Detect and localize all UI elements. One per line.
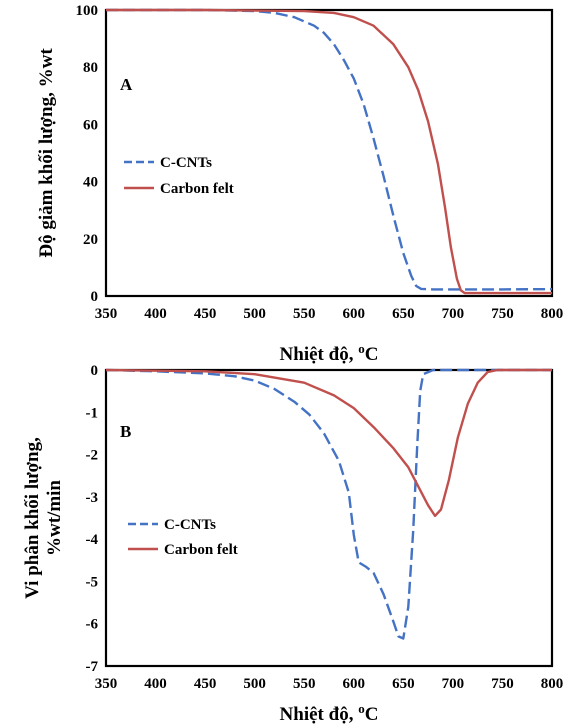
y-tick-label: 20 bbox=[83, 232, 98, 248]
series-line-carbon-felt bbox=[106, 8, 552, 295]
plot-frame bbox=[104, 8, 554, 298]
x-tick-label: 750 bbox=[491, 306, 514, 322]
x-tick-label: 600 bbox=[343, 676, 366, 692]
y-tick-label: 0 bbox=[91, 363, 99, 379]
x-axis-unit-degree: o bbox=[358, 341, 365, 356]
series-line-c-cnts bbox=[106, 8, 553, 291]
legend-label: C-CNTs bbox=[164, 517, 216, 533]
x-axis-unit: C bbox=[365, 704, 379, 725]
panel-a: 350 400 450 500 550 600 650 700 750 800 0 20 40 60 80 1… bbox=[36, 3, 563, 365]
y-tick-label: 100 bbox=[76, 3, 99, 19]
y-axis-title: Độ giảm khối lượng, %wt bbox=[36, 48, 57, 258]
x-tick-label: 600 bbox=[343, 306, 366, 322]
y-tick-label: -7 bbox=[86, 659, 99, 675]
series-line-carbon-felt bbox=[105, 368, 552, 518]
x-tick-label: 750 bbox=[491, 676, 514, 692]
x-tick-label: 450 bbox=[194, 676, 217, 692]
y-tick-label: -1 bbox=[86, 405, 99, 421]
x-tick-label: 550 bbox=[293, 676, 316, 692]
legend-label: Carbon felt bbox=[164, 542, 238, 558]
x-tick-label: 400 bbox=[144, 306, 167, 322]
x-tick-label: 650 bbox=[392, 306, 415, 322]
x-tick-label: 400 bbox=[144, 676, 167, 692]
x-tick-label: 800 bbox=[541, 306, 564, 322]
x-tick-label: 800 bbox=[541, 676, 564, 692]
x-tick-label: 350 bbox=[95, 676, 118, 692]
y-tick-label: 40 bbox=[83, 175, 98, 191]
x-tick-label: 500 bbox=[243, 676, 266, 692]
x-tick-label: 450 bbox=[194, 306, 217, 322]
y-axis-title-line1: Vi phân khối lượng, bbox=[22, 437, 43, 599]
x-axis-title-text: Nhiệt độ, bbox=[280, 704, 359, 725]
y-tick-label: -5 bbox=[86, 574, 99, 590]
x-tick-label: 700 bbox=[442, 676, 465, 692]
series-line-c-cnts bbox=[105, 368, 552, 640]
x-axis-title: Nhiệt độ, oC bbox=[280, 701, 379, 725]
x-tick-label: 650 bbox=[392, 676, 415, 692]
panel-b: 350 400 450 500 550 600 650 700 750 800 0 -1 -2 -3 -4 -… bbox=[22, 363, 563, 725]
x-axis-title-text: Nhiệt độ, bbox=[280, 344, 359, 365]
x-tick-label: 500 bbox=[243, 306, 266, 322]
x-tick-label: 700 bbox=[442, 306, 465, 322]
legend-label: C-CNTs bbox=[160, 155, 212, 171]
y-tick-label: -6 bbox=[86, 617, 99, 633]
y-tick-label: -4 bbox=[86, 532, 99, 548]
x-axis-title: Nhiệt độ, oC bbox=[280, 341, 379, 365]
y-tick-label: 60 bbox=[83, 117, 98, 133]
plot-frame bbox=[104, 368, 554, 668]
x-tick-label: 550 bbox=[293, 306, 316, 322]
x-axis-unit: C bbox=[365, 344, 379, 365]
y-tick-label: -3 bbox=[86, 490, 99, 506]
y-tick-label: -2 bbox=[86, 448, 99, 464]
y-axis-title-line2: %wt/min bbox=[44, 480, 65, 556]
panel-label: A bbox=[120, 75, 133, 94]
x-tick-label: 350 bbox=[95, 306, 118, 322]
y-tick-label: 80 bbox=[83, 60, 98, 76]
panel-label: B bbox=[120, 422, 131, 441]
legend-label: Carbon felt bbox=[160, 181, 234, 197]
y-tick-label: 0 bbox=[91, 289, 99, 305]
x-axis-unit-degree: o bbox=[358, 701, 365, 716]
